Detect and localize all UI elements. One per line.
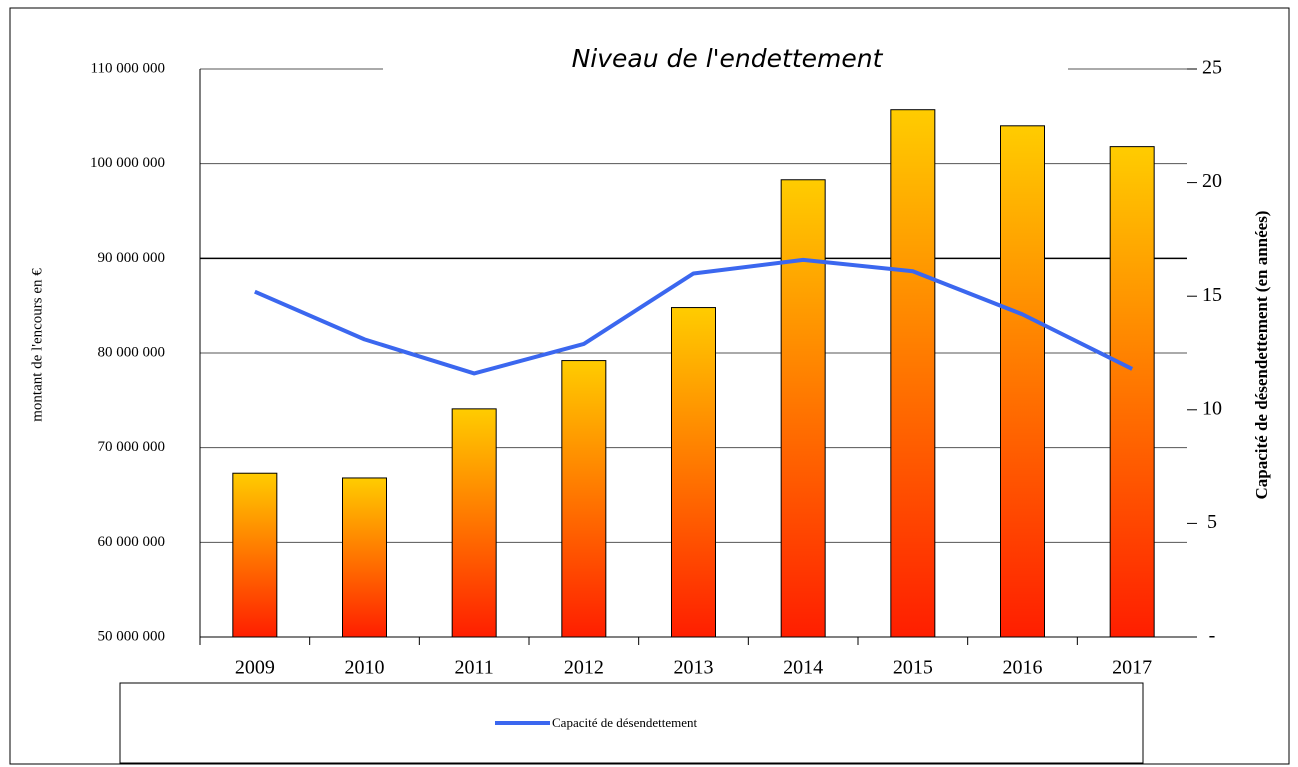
y2-tick-label: 10 — [1202, 397, 1222, 419]
y-tick-label: 70 000 000 — [98, 439, 166, 455]
bar — [1000, 125, 1045, 638]
x-tick-label: 2014 — [783, 657, 823, 679]
y-tick-label: 100 000 000 — [90, 155, 165, 171]
y-tick-label: 50 000 000 — [98, 628, 166, 644]
x-tick-label: 2010 — [345, 657, 385, 679]
y2-tick-label: 5 — [1207, 511, 1217, 533]
y-tick-label: 60 000 000 — [98, 534, 166, 550]
x-tick-label: 2015 — [893, 657, 933, 679]
y-tick-label: 90 000 000 — [98, 250, 166, 266]
frame — [9, 7, 1290, 765]
title-bg — [383, 40, 1068, 85]
x-tick-label: 2017 — [1112, 657, 1152, 679]
y-axis-label: montant de l'encours en € — [29, 268, 45, 422]
legend-box — [119, 682, 1144, 764]
bar — [780, 179, 826, 638]
bar — [890, 109, 936, 638]
y2-axis-label: Capacité de désendettement (en années) — [1252, 211, 1271, 500]
chart-title: Niveau de l'endettement — [572, 44, 884, 73]
x-tick-label: 2012 — [564, 657, 604, 679]
x-tick-label: 2009 — [235, 657, 275, 679]
bar — [342, 477, 387, 638]
bar — [232, 472, 278, 638]
y2-tick-label: 25 — [1202, 57, 1222, 79]
bar — [561, 360, 607, 638]
y-tick-label: 80 000 000 — [98, 344, 166, 360]
y2-tick-label: - — [1209, 625, 1216, 647]
x-tick-label: 2016 — [1003, 657, 1043, 679]
bar — [451, 408, 497, 638]
y2-tick-label: 20 — [1202, 170, 1222, 192]
y2-tick-label: 15 — [1202, 284, 1222, 306]
line-series — [254, 257, 1134, 376]
bar — [1109, 146, 1155, 638]
bar — [671, 307, 716, 638]
x-tick-label: 2011 — [455, 657, 494, 679]
x-tick-label: 2013 — [674, 657, 714, 679]
y-tick-label: 110 000 000 — [91, 60, 165, 76]
legend-label: Capacité de désendettement — [552, 715, 697, 730]
